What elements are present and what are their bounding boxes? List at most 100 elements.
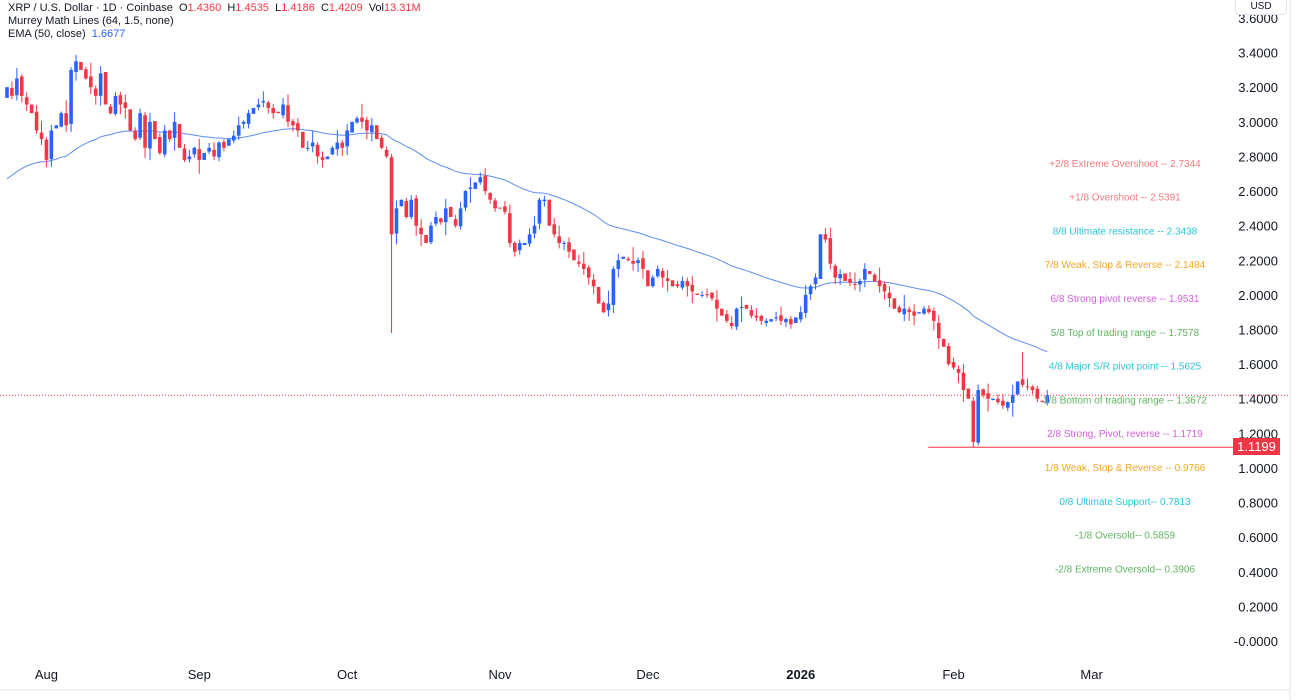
candle[interactable] <box>266 100 271 114</box>
candle[interactable] <box>483 168 488 195</box>
candle[interactable] <box>641 250 645 279</box>
candle[interactable] <box>478 172 483 185</box>
candle[interactable] <box>340 139 345 156</box>
candle[interactable] <box>128 109 133 131</box>
candle[interactable] <box>281 98 285 119</box>
candle[interactable] <box>103 71 108 105</box>
indicator-murrey-legend[interactable]: Murrey Math Lines (64, 1.5, none) <box>8 15 174 28</box>
candle[interactable] <box>665 270 670 292</box>
candle[interactable] <box>365 116 369 140</box>
candle[interactable] <box>547 199 552 226</box>
candle[interactable] <box>49 124 54 167</box>
candle[interactable] <box>843 273 847 282</box>
candle[interactable] <box>779 306 783 326</box>
candle[interactable] <box>69 67 73 132</box>
price-axis[interactable]: 3.60003.40003.20003.00002.80002.60002.40… <box>1234 11 1278 649</box>
candle[interactable] <box>305 140 310 152</box>
candle[interactable] <box>946 342 951 366</box>
candle[interactable] <box>720 308 724 316</box>
candle[interactable] <box>715 290 719 322</box>
candle[interactable] <box>34 104 39 134</box>
candle[interactable] <box>443 198 448 236</box>
candle[interactable] <box>996 394 1000 405</box>
candle[interactable] <box>84 66 88 80</box>
candle[interactable] <box>803 285 808 318</box>
candle[interactable] <box>784 317 788 328</box>
candle[interactable] <box>1001 394 1005 409</box>
candle[interactable] <box>818 234 823 279</box>
candle[interactable] <box>690 276 695 304</box>
candle[interactable] <box>517 239 522 255</box>
candle[interactable] <box>89 62 93 95</box>
candle[interactable] <box>1045 389 1050 406</box>
candle[interactable] <box>794 317 798 323</box>
candle[interactable] <box>44 137 49 168</box>
candle[interactable] <box>586 265 591 285</box>
candle[interactable] <box>468 177 473 203</box>
indicator-ema-legend[interactable]: EMA (50, close) 1.6677 <box>8 28 125 41</box>
currency-button[interactable]: USD <box>1235 0 1287 15</box>
candle[interactable] <box>177 123 182 148</box>
candle[interactable] <box>724 309 729 324</box>
candle[interactable] <box>705 288 709 298</box>
candle[interactable] <box>769 319 773 322</box>
candle[interactable] <box>567 237 571 259</box>
candle[interactable] <box>59 111 64 128</box>
candle[interactable] <box>320 151 325 168</box>
candle[interactable] <box>473 182 478 189</box>
candle[interactable] <box>744 304 749 309</box>
candle[interactable] <box>10 81 14 100</box>
candle[interactable] <box>512 241 517 257</box>
candle[interactable] <box>458 201 463 230</box>
candle[interactable] <box>522 242 527 246</box>
candle[interactable] <box>670 280 675 287</box>
candle[interactable] <box>922 305 926 315</box>
candle[interactable] <box>863 263 867 288</box>
candle[interactable] <box>399 199 404 207</box>
candle[interactable] <box>19 74 24 103</box>
candle[interactable] <box>848 272 852 287</box>
candle[interactable] <box>108 103 113 115</box>
candle[interactable] <box>162 124 167 158</box>
candle[interactable] <box>710 291 714 301</box>
candle[interactable] <box>118 91 123 115</box>
candle[interactable] <box>29 104 34 114</box>
candle[interactable] <box>241 120 246 129</box>
candle[interactable] <box>542 195 547 207</box>
candle[interactable] <box>729 316 734 330</box>
candle[interactable] <box>360 103 364 129</box>
candle[interactable] <box>335 129 340 156</box>
candle[interactable] <box>971 396 976 448</box>
candle[interactable] <box>591 273 596 294</box>
candle[interactable] <box>917 312 921 314</box>
candle[interactable] <box>537 197 542 230</box>
candle[interactable] <box>1005 401 1010 412</box>
candle[interactable] <box>488 191 492 204</box>
candle[interactable] <box>611 266 616 313</box>
candle[interactable] <box>907 306 911 322</box>
candle[interactable] <box>754 308 759 322</box>
candle[interactable] <box>572 249 576 261</box>
candle[interactable] <box>24 92 29 112</box>
candle[interactable] <box>966 388 971 399</box>
candle[interactable] <box>187 149 192 163</box>
candle[interactable] <box>370 118 374 142</box>
candle[interactable] <box>631 247 635 271</box>
candle[interactable] <box>271 103 276 119</box>
candle[interactable] <box>434 211 438 227</box>
candle[interactable] <box>222 139 226 152</box>
candle[interactable] <box>74 54 78 81</box>
candle[interactable] <box>429 221 433 245</box>
candle[interactable] <box>389 153 394 333</box>
candle[interactable] <box>927 305 931 314</box>
candle[interactable] <box>833 263 838 285</box>
candle[interactable] <box>858 278 862 292</box>
candle[interactable] <box>310 130 315 153</box>
candle[interactable] <box>330 146 335 156</box>
candle[interactable] <box>646 270 650 287</box>
candle[interactable] <box>325 156 330 160</box>
candle[interactable] <box>936 314 941 349</box>
candle[interactable] <box>1035 386 1040 403</box>
candle[interactable] <box>138 108 142 140</box>
